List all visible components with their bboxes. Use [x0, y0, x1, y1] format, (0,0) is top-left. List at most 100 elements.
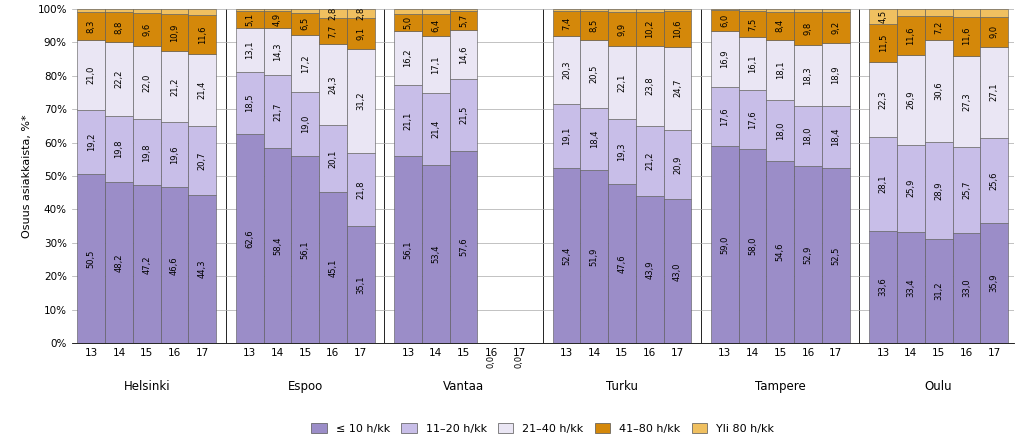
Bar [869, 137, 897, 231]
Bar [869, 9, 897, 24]
Bar [394, 85, 422, 156]
Text: 23,8: 23,8 [645, 77, 654, 95]
Bar [636, 9, 664, 12]
Bar [980, 9, 1008, 17]
Bar [319, 125, 347, 192]
Text: 33,4: 33,4 [906, 278, 915, 297]
Bar [422, 165, 450, 343]
Bar [263, 148, 291, 343]
Text: 6,4: 6,4 [431, 18, 440, 32]
Text: 21,7: 21,7 [273, 103, 282, 121]
Text: 43,0: 43,0 [673, 262, 682, 281]
Text: 25,6: 25,6 [989, 171, 998, 190]
Bar [291, 156, 319, 343]
Bar [980, 17, 1008, 47]
Bar [952, 9, 980, 17]
Bar [664, 47, 691, 129]
Bar [78, 9, 105, 12]
Bar [236, 11, 263, 28]
Bar [394, 14, 422, 31]
Bar [188, 15, 216, 54]
Text: 21,0: 21,0 [87, 66, 96, 84]
Text: 19,2: 19,2 [87, 133, 96, 151]
Text: 31,2: 31,2 [356, 92, 366, 110]
Legend: ≤ 10 h/kk, 11–20 h/kk, 21–40 h/kk, 41–80 h/kk, Yli 80 h/kk: ≤ 10 h/kk, 11–20 h/kk, 21–40 h/kk, 41–80… [307, 418, 778, 438]
Bar [161, 122, 188, 187]
Bar [450, 79, 477, 150]
Bar [608, 184, 636, 343]
Text: 24,7: 24,7 [673, 79, 682, 98]
Bar [795, 9, 822, 12]
Bar [925, 40, 952, 142]
Bar [105, 12, 133, 41]
Bar [581, 11, 608, 40]
Text: 22,2: 22,2 [115, 70, 124, 88]
Bar [822, 43, 850, 106]
Bar [394, 156, 422, 343]
Text: 9,8: 9,8 [804, 22, 812, 35]
Text: 51,9: 51,9 [590, 247, 599, 266]
Text: 20,9: 20,9 [673, 155, 682, 174]
Text: 19,1: 19,1 [562, 127, 571, 145]
Bar [869, 24, 897, 62]
Bar [105, 9, 133, 12]
Text: 47,2: 47,2 [142, 255, 152, 274]
Text: 5,0: 5,0 [403, 16, 413, 29]
Bar [188, 126, 216, 195]
Text: 21,4: 21,4 [198, 81, 207, 99]
Bar [738, 90, 766, 149]
Bar [78, 12, 105, 40]
Text: 5,7: 5,7 [459, 14, 468, 27]
Bar [422, 93, 450, 165]
Text: 46,6: 46,6 [170, 256, 179, 275]
Text: 13,1: 13,1 [245, 41, 254, 59]
Text: 26,9: 26,9 [906, 91, 915, 109]
Bar [105, 41, 133, 116]
Text: 25,9: 25,9 [906, 179, 915, 198]
Bar [952, 55, 980, 147]
Bar [291, 92, 319, 156]
Bar [581, 40, 608, 108]
Bar [133, 46, 161, 119]
Text: 52,5: 52,5 [831, 246, 841, 264]
Bar [161, 9, 188, 15]
Text: 18,1: 18,1 [776, 61, 784, 79]
Text: Tampere: Tampere [755, 380, 806, 393]
Bar [422, 36, 450, 93]
Bar [553, 168, 581, 343]
Bar [897, 9, 925, 16]
Bar [581, 9, 608, 11]
Text: 6,5: 6,5 [301, 17, 309, 30]
Bar [450, 150, 477, 343]
Text: 31,2: 31,2 [934, 282, 943, 300]
Bar [766, 100, 795, 161]
Bar [319, 192, 347, 343]
Text: 58,4: 58,4 [273, 236, 282, 255]
Bar [822, 9, 850, 12]
Bar [822, 12, 850, 43]
Bar [263, 9, 291, 11]
Text: 4,5: 4,5 [879, 10, 888, 23]
Text: 8,8: 8,8 [115, 20, 124, 33]
Text: 14,3: 14,3 [273, 42, 282, 61]
Text: 45,1: 45,1 [329, 259, 338, 277]
Bar [553, 104, 581, 168]
Text: 16,2: 16,2 [403, 49, 413, 67]
Bar [925, 9, 952, 16]
Bar [105, 182, 133, 343]
Text: 22,1: 22,1 [617, 73, 627, 92]
Text: 18,5: 18,5 [245, 94, 254, 112]
Bar [980, 138, 1008, 223]
Bar [664, 9, 691, 11]
Bar [422, 9, 450, 15]
Bar [608, 46, 636, 120]
Text: 22,3: 22,3 [879, 90, 888, 109]
Text: Turku: Turku [606, 380, 638, 393]
Bar [925, 239, 952, 343]
Bar [711, 87, 738, 146]
Text: 0,0: 0,0 [486, 355, 496, 368]
Bar [450, 30, 477, 79]
Bar [291, 35, 319, 92]
Text: Helsinki: Helsinki [124, 380, 170, 393]
Bar [581, 108, 608, 170]
